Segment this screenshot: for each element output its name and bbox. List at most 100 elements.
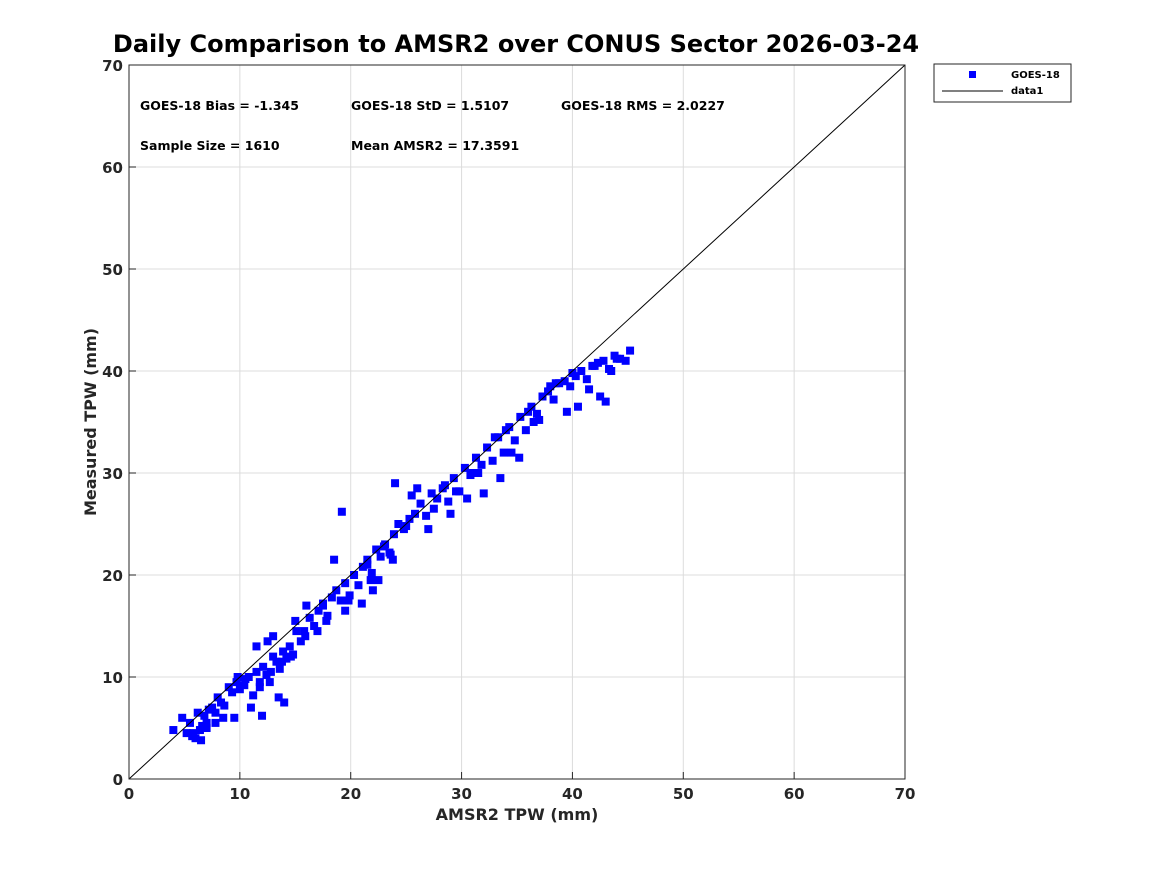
scatter-point	[538, 392, 547, 401]
scatter-point	[394, 520, 403, 528]
scatter-point	[275, 664, 284, 673]
scatter-point	[354, 581, 363, 590]
scatter-point	[379, 542, 388, 551]
scatter-point	[363, 560, 372, 569]
scatter-point	[323, 611, 332, 620]
scatter-point	[391, 479, 400, 488]
y-tick-label: 50	[102, 261, 123, 279]
scatter-point	[220, 701, 229, 710]
scatter-point	[262, 670, 271, 679]
scatter-point	[535, 415, 544, 424]
scatter-point	[358, 562, 367, 571]
y-tick-label: 40	[102, 363, 123, 381]
scatter-point	[546, 382, 555, 391]
scatter-point	[357, 599, 366, 608]
scatter-point	[507, 448, 516, 457]
scatter-point	[255, 678, 264, 687]
scatter-point	[601, 397, 610, 406]
scatter-point	[252, 642, 261, 651]
scatter-point	[259, 662, 268, 671]
scatter-point	[444, 497, 453, 506]
y-tick-label: 30	[102, 465, 123, 483]
scatter-point	[479, 489, 488, 498]
scatter-point	[422, 511, 431, 520]
scatter-point	[607, 367, 616, 375]
scatter-point	[562, 407, 571, 416]
scatter-point	[230, 713, 239, 722]
x-tick-label: 60	[784, 785, 805, 803]
scatter-point	[240, 681, 249, 690]
scatter-point	[372, 545, 381, 554]
ticks: 0 10 20 30 40 50 60 70 0 10 20 30 40 50 60 70	[102, 57, 915, 803]
scatter-point	[228, 688, 237, 697]
scatter-point	[449, 474, 458, 483]
scatter-point	[566, 382, 575, 391]
scatter-point	[599, 356, 608, 365]
scatter-point	[269, 652, 278, 661]
stat-bias: GOES-18 Bias = -1.345	[140, 98, 299, 113]
scatter-point	[596, 392, 605, 401]
scatter-point	[232, 678, 241, 687]
scatter-point	[468, 469, 477, 477]
scatter-point	[496, 474, 505, 483]
scatter-point	[626, 346, 635, 355]
x-tick-label: 40	[562, 785, 583, 803]
scatter-point	[471, 453, 480, 462]
scatter-point	[241, 675, 250, 684]
scatter-point	[266, 667, 275, 676]
scatter-point	[612, 354, 621, 363]
scatter-point	[389, 530, 398, 539]
x-tick-label: 50	[673, 785, 694, 803]
legend-label-data1: data1	[1011, 86, 1043, 97]
scatter-point	[411, 509, 420, 518]
y-tick-label: 10	[102, 669, 123, 687]
y-tick-label: 20	[102, 567, 123, 585]
x-tick-label: 70	[895, 785, 916, 803]
scatter-point	[296, 637, 305, 646]
scatter-point	[301, 632, 310, 641]
scatter-point	[488, 456, 497, 465]
scatter-point	[402, 522, 411, 531]
scatter-point	[368, 586, 377, 595]
scatter-point	[463, 494, 472, 503]
scatter-point	[551, 379, 560, 388]
scatter-point	[501, 426, 510, 435]
scatter-point	[319, 601, 327, 610]
scatter-point	[195, 726, 204, 735]
scatter-point	[568, 369, 577, 378]
scatter-point	[197, 736, 206, 745]
scatter-point	[407, 491, 416, 500]
scatter-point	[249, 691, 258, 700]
scatter-point	[280, 698, 289, 707]
legend-box	[933, 63, 1072, 103]
x-tick-label: 10	[229, 785, 250, 803]
scatter-point	[376, 552, 385, 561]
scatter-point	[344, 596, 353, 605]
scatter-point	[510, 436, 519, 445]
stat-mean: Mean AMSR2 = 17.3591	[351, 138, 519, 153]
stat-std: GOES-18 StD = 1.5107	[351, 98, 509, 113]
scatter-point	[182, 729, 191, 738]
scatter-point	[202, 724, 211, 732]
scatter-point	[516, 412, 525, 421]
stat-rms: GOES-18 RMS = 2.0227	[561, 98, 725, 113]
scatter-point	[327, 593, 336, 602]
scatter-point	[424, 525, 433, 534]
stat-sample-size: Sample Size = 1610	[140, 138, 280, 153]
scatter-point	[258, 711, 267, 720]
scatter-point	[305, 613, 314, 622]
data1-line	[128, 64, 906, 780]
scatter-point	[590, 361, 599, 370]
scatter-point	[477, 460, 486, 469]
scatter-point	[189, 729, 198, 738]
scatter-point	[440, 481, 449, 490]
scatter-point	[314, 606, 323, 615]
legend-label-goes18: GOES-18	[1011, 70, 1060, 81]
scatter-point	[341, 606, 350, 615]
scatter-point	[282, 654, 291, 663]
x-tick-label: 0	[124, 785, 134, 803]
x-tick-label: 20	[340, 785, 361, 803]
scatter-point	[429, 504, 438, 513]
scatter-point	[274, 693, 283, 702]
